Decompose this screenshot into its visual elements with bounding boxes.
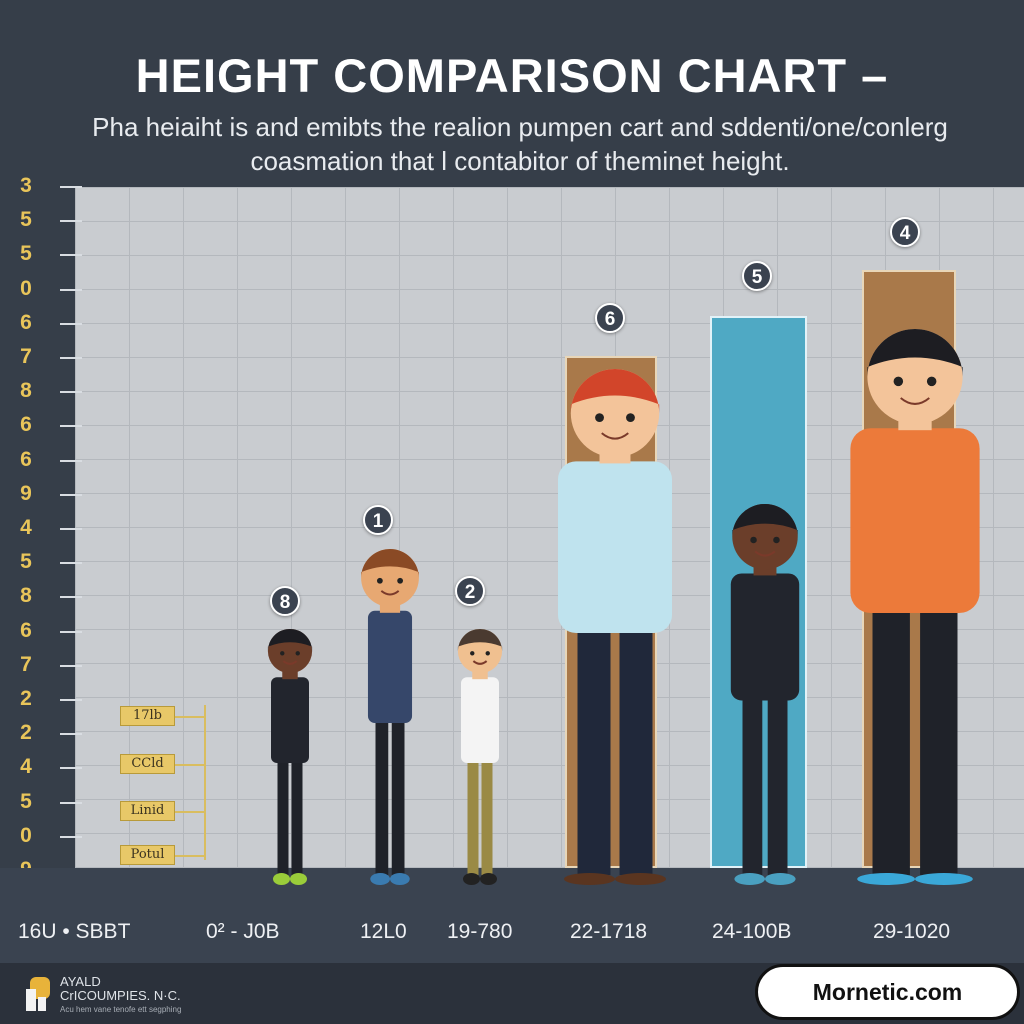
x-tick-label: 22-1718 (570, 920, 648, 943)
ground-strip (0, 868, 1024, 963)
y-tick-mark (60, 664, 82, 667)
chart-title: HEIGHT COMPARISON CHART – (135, 49, 889, 102)
y-tick-label: 6 (20, 618, 32, 642)
x-tick-label: 0² - J0B (206, 920, 280, 943)
x-tick-label: 29-1020 (873, 920, 951, 943)
person-figure-6 (558, 369, 672, 885)
y-tick-label: 5 (20, 242, 32, 266)
y-tick-label: 9 (20, 481, 32, 505)
y-tick-mark (60, 425, 82, 428)
person-figure-5 (730, 504, 800, 885)
y-tick-mark (60, 220, 82, 223)
y-tick-mark (60, 596, 82, 599)
person-figure-4 (850, 329, 980, 885)
y-tick-label: 2 (20, 721, 32, 745)
brand-logo-icon (26, 977, 50, 1011)
y-tick-label: 4 (20, 516, 32, 539)
y-tick-mark (60, 459, 82, 462)
y-tick-label: 8 (20, 584, 32, 608)
y-tick-mark (60, 186, 82, 188)
person-figure-8 (267, 629, 313, 885)
legend-line (175, 811, 205, 813)
y-tick-mark (60, 288, 82, 291)
x-tick-label: 19-780 (447, 920, 513, 943)
y-tick-mark (60, 562, 82, 565)
rank-badge: 6 (595, 303, 625, 333)
chart-subtitle: Pha heiaiht is and emibts the realion pu… (92, 112, 948, 176)
legend-line (175, 855, 205, 857)
y-tick-mark (60, 835, 82, 838)
rank-badge: 5 (742, 261, 772, 291)
x-tick-label: 12L0 (360, 920, 407, 943)
legend-line (175, 716, 205, 718)
y-tick-label: 6 (20, 310, 32, 334)
y-tick-mark (60, 493, 82, 496)
y-tick-mark (60, 630, 82, 633)
y-tick-mark (60, 801, 82, 804)
y-tick-mark (60, 767, 82, 770)
person-figure-2 (457, 629, 503, 885)
y-tick-label: 0 (20, 823, 32, 847)
y-tick-mark (60, 733, 82, 736)
y-tick-mark (60, 357, 82, 359)
x-tick-label: 24-100B (712, 920, 792, 943)
legend-tag: CCld (120, 754, 175, 774)
website-link[interactable]: Mornetic.com (755, 964, 1020, 1020)
y-tick-label: 7 (20, 652, 32, 676)
y-tick-label: 5 (20, 789, 32, 813)
brand-line2: CrICOUMPIES. N·C. (60, 988, 181, 1003)
y-tick-label: 3 (20, 174, 32, 197)
y-tick-mark (60, 254, 82, 257)
y-tick-label: 6 (20, 413, 32, 437)
legend-tag: Potul (120, 845, 175, 865)
person-figure-1 (361, 549, 419, 885)
legend-line (175, 764, 205, 766)
y-tick-mark (60, 391, 82, 394)
y-tick-mark (60, 322, 82, 325)
y-tick-label: 5 (20, 208, 32, 232)
brand-line1: AYALD (60, 974, 101, 989)
y-tick-label: 5 (20, 550, 32, 574)
brand-tagline: Acu hem vane tenofe ett segphing (60, 1005, 182, 1014)
y-tick-label: 0 (20, 276, 32, 300)
y-tick-label: 7 (20, 345, 32, 368)
x-tick-label: 16U • SBBT (18, 920, 131, 943)
legend-tag: 17lb (120, 706, 175, 726)
y-tick-mark (60, 699, 82, 701)
brand-name: AYALD CrICOUMPIES. N·C. Acu hem vane ten… (60, 975, 181, 1017)
rank-badge: 2 (455, 576, 485, 606)
legend-connector (204, 705, 206, 860)
y-tick-label: 4 (20, 755, 32, 779)
y-tick-label: 2 (20, 687, 32, 710)
rank-badge: 1 (363, 505, 393, 535)
y-tick-label: 6 (20, 447, 32, 471)
y-tick-label: 8 (20, 379, 32, 403)
legend-tag: Linid (120, 801, 175, 821)
y-tick-mark (60, 528, 82, 530)
rank-badge: 8 (270, 586, 300, 616)
rank-badge: 4 (890, 217, 920, 247)
